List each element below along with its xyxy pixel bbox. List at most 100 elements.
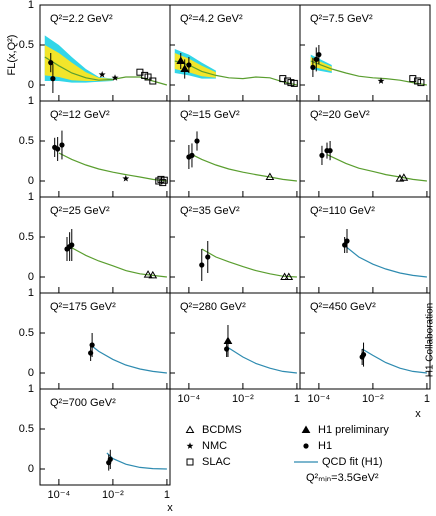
data-point xyxy=(148,270,158,279)
legend-marker xyxy=(301,425,311,433)
fit-line xyxy=(58,152,167,182)
y-tick-label: 1 xyxy=(28,191,34,203)
legend-marker xyxy=(186,458,194,466)
x-tick-label: 10⁻⁴ xyxy=(177,393,200,405)
data-point xyxy=(180,64,190,72)
data-point xyxy=(417,79,425,87)
fit-line xyxy=(310,60,428,86)
panel-title: Q²=25 GeV² xyxy=(50,205,110,217)
data-point xyxy=(176,56,186,64)
fit-line xyxy=(201,248,297,278)
legend-label: H1 preliminary xyxy=(318,424,389,436)
panel-title: Q²=35 GeV² xyxy=(180,205,240,217)
data-point xyxy=(290,79,298,87)
data-point xyxy=(194,138,200,144)
fit-line xyxy=(106,452,167,470)
legend-label: BCDMS xyxy=(202,424,242,436)
fit-line xyxy=(345,246,427,278)
fit-line xyxy=(174,60,298,86)
x-tick-label: 10⁻² xyxy=(362,393,384,405)
data-point xyxy=(360,352,367,358)
fit-line xyxy=(226,346,297,374)
y-tick-label: 0.5 xyxy=(19,327,34,339)
data-point xyxy=(205,254,211,260)
data-point xyxy=(69,242,75,248)
fit-line xyxy=(44,56,168,86)
x-tick-label: 10⁻⁴ xyxy=(307,393,330,405)
data-point xyxy=(319,152,325,158)
panel-title: Q²=450 GeV² xyxy=(310,301,376,313)
y-tick-label: 0 xyxy=(28,271,34,283)
x-axis-label: x xyxy=(167,502,173,514)
data-point xyxy=(122,175,130,182)
data-point xyxy=(186,62,192,68)
y-tick-label: 0 xyxy=(28,175,34,187)
fit-line xyxy=(90,344,167,374)
legend-label: SLAC xyxy=(202,456,231,468)
legend-marker xyxy=(185,425,195,433)
panel-title: Q²=7.5 GeV² xyxy=(310,13,373,25)
data-point xyxy=(107,456,113,462)
data-point xyxy=(265,172,275,180)
y-axis-label: FL(x,Q²) xyxy=(6,35,18,76)
data-point xyxy=(144,73,152,81)
fit-line xyxy=(191,154,297,182)
data-point xyxy=(316,52,322,58)
data-point xyxy=(280,272,289,280)
legend-marker xyxy=(303,443,309,449)
x-tick-label: 1 xyxy=(294,393,300,405)
y-tick-label: 1 xyxy=(28,287,34,299)
data-point xyxy=(344,238,350,244)
y-tick-label: 0.5 xyxy=(19,423,34,435)
uncertainty-band xyxy=(44,45,113,81)
panel-title: Q²=2.2 GeV² xyxy=(50,13,113,25)
data-point xyxy=(189,152,195,158)
data-point xyxy=(279,75,287,83)
panel-frame xyxy=(39,388,171,486)
legend-label: QCD fit (H1) xyxy=(322,456,383,468)
data-point xyxy=(159,179,167,187)
data-point xyxy=(224,346,230,352)
fit-line xyxy=(326,154,427,182)
data-point xyxy=(377,77,385,84)
x-tick-label: 1 xyxy=(424,393,430,405)
legend-note: Q²ₘᵢₙ=3.5GeV² xyxy=(306,472,379,484)
panel-title: Q²=175 GeV² xyxy=(50,301,116,313)
y-tick-label: 1 xyxy=(28,383,34,395)
legend-label: H1 xyxy=(318,440,332,452)
legend-label: NMC xyxy=(202,440,227,452)
y-tick-label: 1 xyxy=(28,95,34,107)
x-tick-label: 1 xyxy=(164,489,170,501)
data-point xyxy=(313,56,319,63)
panel-title: Q²=12 GeV² xyxy=(50,109,110,121)
panel-title: Q²=15 GeV² xyxy=(180,109,240,121)
data-point xyxy=(327,148,333,154)
fit-line xyxy=(361,348,427,374)
y-tick-label: 0 xyxy=(28,463,34,475)
x-tick-label: 10⁻² xyxy=(232,393,254,405)
data-point xyxy=(55,146,61,152)
y-tick-label: 0 xyxy=(28,79,34,91)
data-point xyxy=(199,262,205,268)
panel-title: Q²=280 GeV² xyxy=(180,301,246,313)
data-point xyxy=(409,75,417,83)
data-point xyxy=(111,74,119,81)
data-point xyxy=(59,142,65,148)
legend-marker xyxy=(186,442,194,449)
data-point xyxy=(310,64,316,70)
x-tick-label: 10⁻⁴ xyxy=(47,489,70,501)
x-tick-label: 10⁻² xyxy=(102,489,124,501)
x-axis-label: x xyxy=(415,408,421,420)
y-tick-label: 1 xyxy=(28,0,34,11)
data-point xyxy=(89,342,95,348)
data-point xyxy=(342,242,348,248)
uncertainty-band xyxy=(174,53,216,78)
panel-title: Q²=110 GeV² xyxy=(310,205,375,217)
panel-title: Q²=700 GeV² xyxy=(50,397,116,409)
panel-frame xyxy=(299,292,431,390)
y-tick-label: 0.5 xyxy=(19,39,34,51)
panel-title: Q²=4.2 GeV² xyxy=(180,13,243,25)
y-tick-label: 0 xyxy=(28,367,34,379)
data-point xyxy=(149,77,157,85)
